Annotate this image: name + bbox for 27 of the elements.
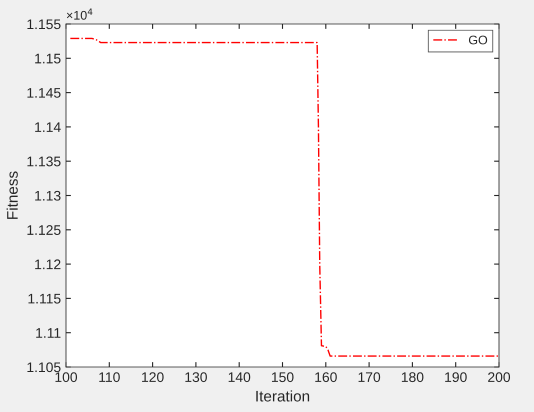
y-tick-label: 1.155 — [27, 19, 61, 30]
y-tick-label: 1.13 — [35, 190, 61, 201]
x-tick-label: 110 — [99, 372, 120, 382]
x-tick-label: 190 — [445, 372, 467, 382]
y-tick-label: 1.12 — [35, 259, 60, 270]
x-tick-label: 170 — [358, 372, 380, 382]
y-tick-label: 1.145 — [27, 88, 61, 98]
x-tick-label: 200 — [488, 372, 510, 382]
text: ×10$^{4}$ — [66, 8, 92, 20]
y-tick-label: 1.14 — [35, 122, 61, 132]
y-tick-label: 1.125 — [27, 225, 61, 235]
x-tick-label: 130 — [185, 372, 207, 382]
x-tick-label: 120 — [142, 372, 164, 382]
y-axis-title: Fitness — [6, 171, 18, 219]
y-tick-label: 1.15 — [35, 54, 61, 64]
line-series — [70, 38, 499, 357]
y-tick-label: 1.115 — [28, 294, 61, 304]
y-tick-label: 1.105 — [27, 362, 61, 372]
x-tick-label: 180 — [402, 372, 424, 382]
x-tick-label: 100 — [55, 372, 78, 382]
y-tick-label: 1.11 — [36, 328, 60, 338]
x-axis-title: Iteration — [256, 390, 310, 402]
legend-label: GO — [468, 36, 488, 44]
x-tick-label: 160 — [315, 372, 337, 382]
y-tick-label: 1.135 — [27, 156, 61, 166]
x-tick-label: 150 — [272, 372, 294, 382]
x-tick-label: 140 — [228, 372, 250, 382]
